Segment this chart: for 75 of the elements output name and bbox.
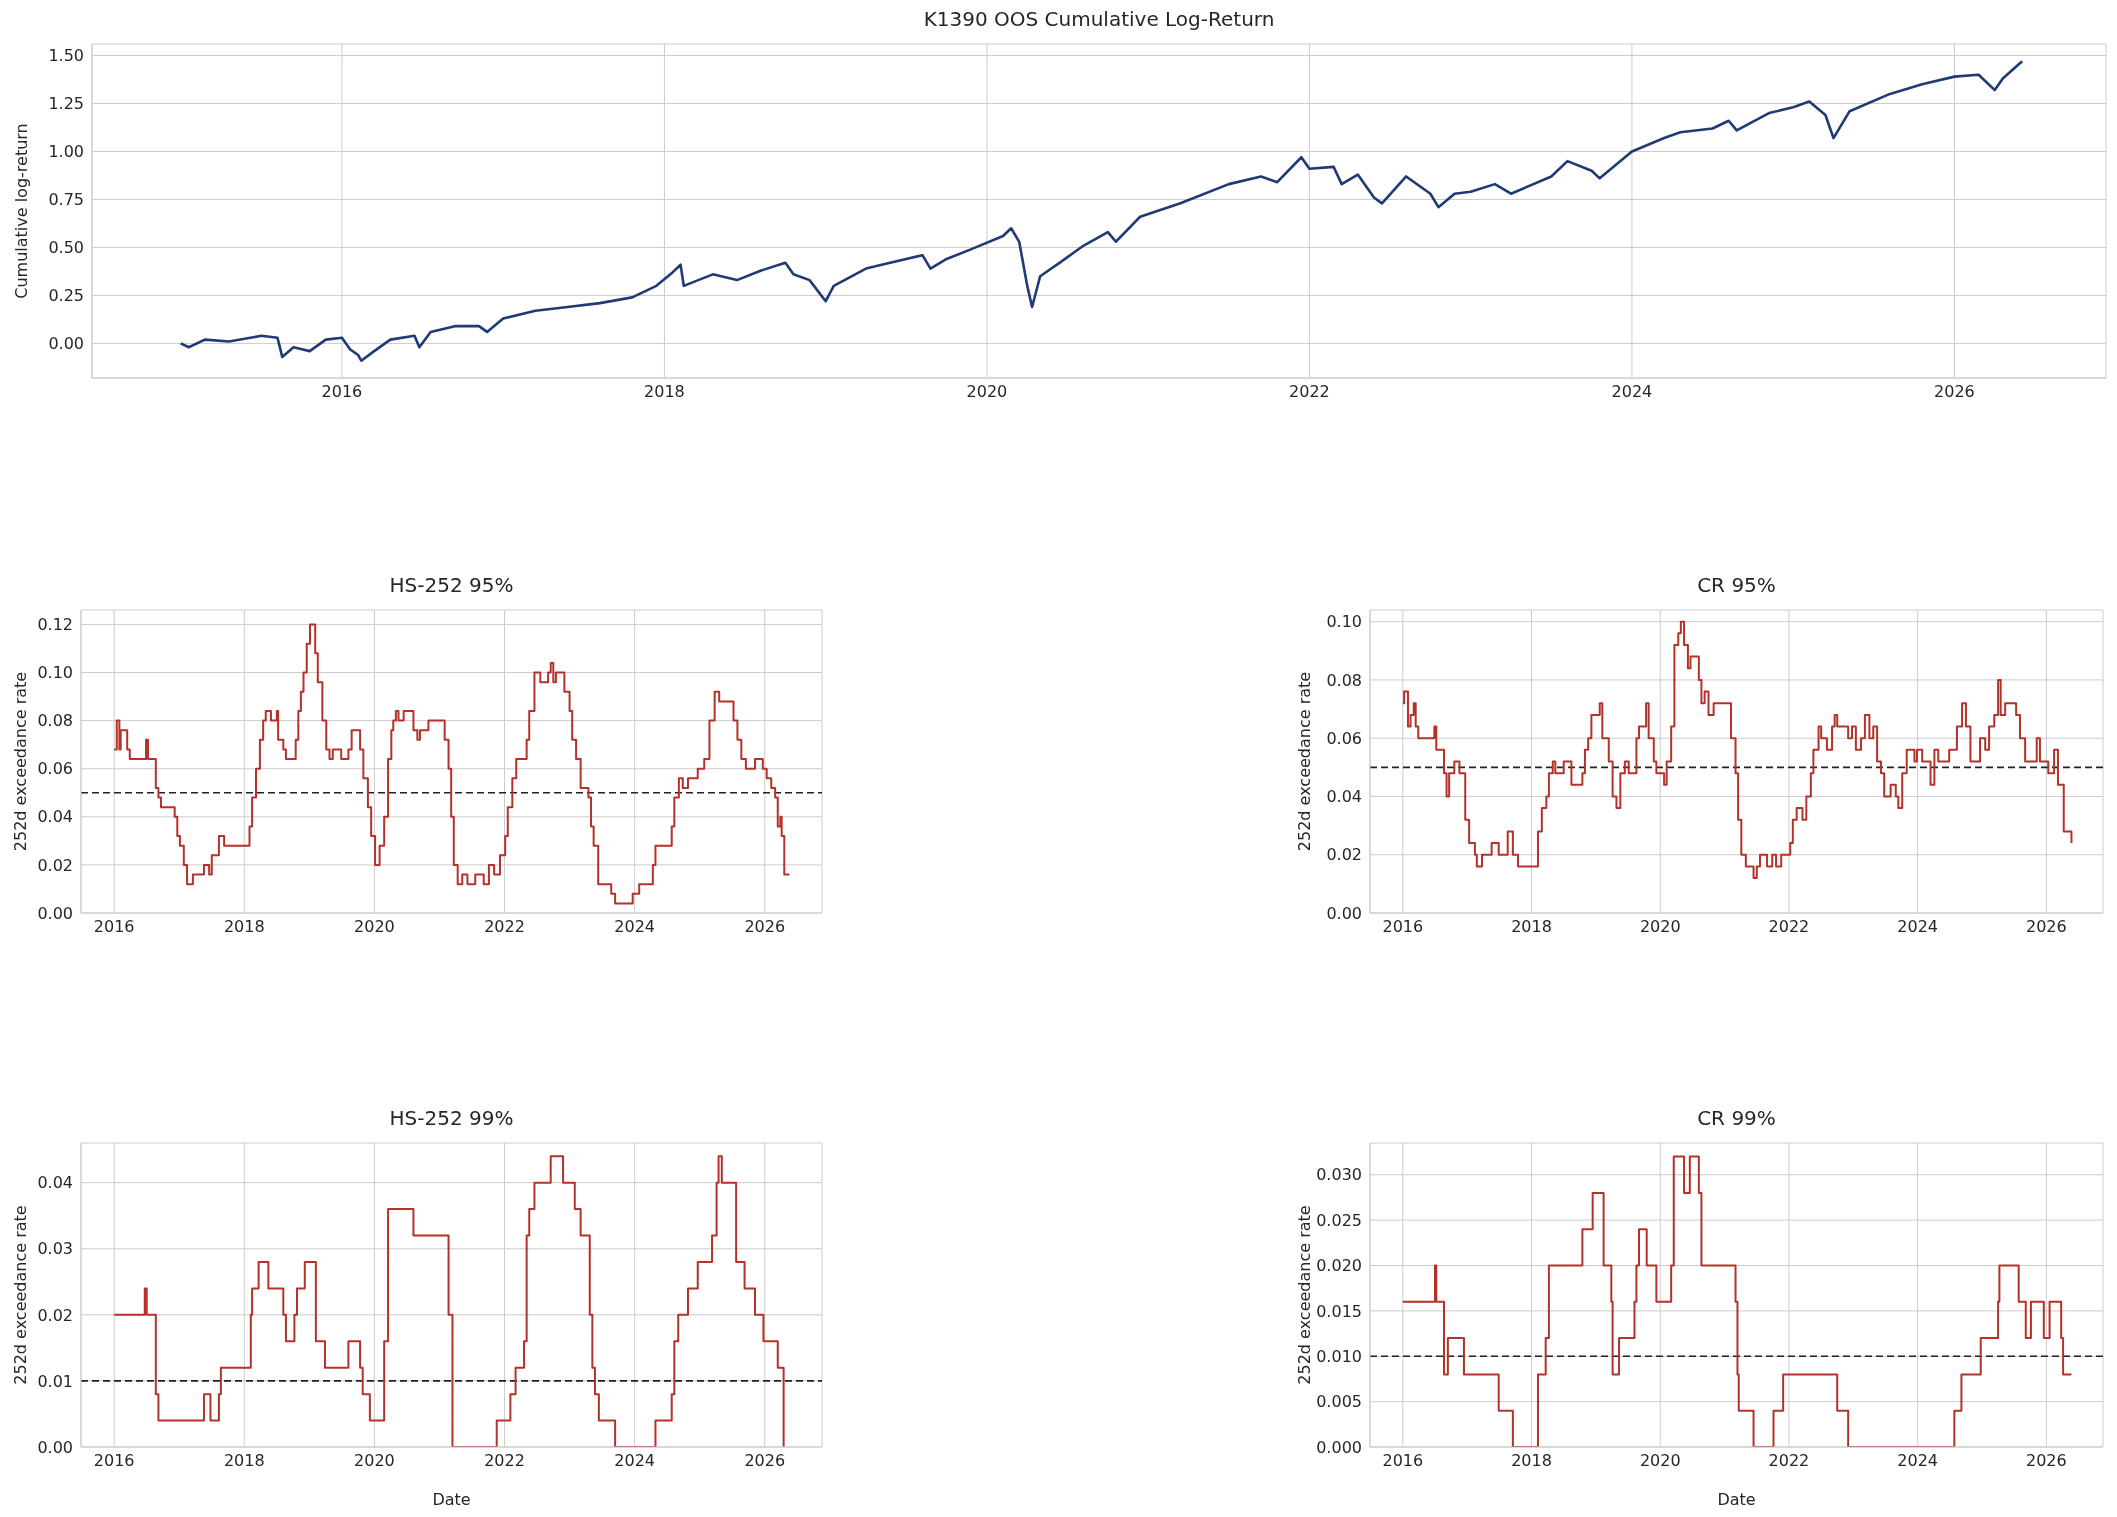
y-axis-title: 252d exceedance rate — [10, 1205, 30, 1385]
y-tick-label: 0.00 — [37, 903, 73, 923]
chart-title: CR 99% — [1696, 1105, 1777, 1132]
x-tick-label: 2018 — [644, 382, 685, 402]
y-tick-label: 0.000 — [1316, 1437, 1362, 1457]
x-tick-label: 2016 — [321, 382, 363, 402]
x-axis-title: Date — [432, 1490, 471, 1509]
x-tick-label: 2016 — [1382, 917, 1424, 937]
y-tick-label: 0.020 — [1316, 1256, 1362, 1276]
x-tick-label: 2020 — [354, 917, 395, 937]
y-tick-label: 0.10 — [37, 663, 73, 683]
y-tick-label: 1.25 — [48, 94, 84, 114]
x-tick-label: 2026 — [2026, 917, 2067, 937]
x-tick-label: 2020 — [1639, 1451, 1681, 1471]
x-tick-label: 2022 — [484, 1451, 525, 1471]
y-tick-label: 0.10 — [1326, 612, 1362, 632]
x-tick-label: 2024 — [1611, 382, 1653, 402]
y-tick-label: 0.01 — [37, 1371, 73, 1391]
y-tick-label: 0.02 — [37, 855, 73, 875]
y-tick-label: 0.25 — [48, 286, 84, 306]
x-tick-label: 2022 — [1768, 1451, 1810, 1471]
y-tick-label: 0.50 — [48, 238, 84, 258]
y-tick-label: 1.50 — [48, 46, 84, 66]
x-tick-label: 2026 — [2026, 1451, 2067, 1471]
x-tick-label: 2020 — [354, 1451, 395, 1471]
x-tick-label: 2026 — [744, 1451, 786, 1471]
y-tick-label: 0.02 — [37, 1305, 73, 1325]
x-tick-label: 2018 — [223, 917, 265, 937]
line-series — [179, 59, 2024, 363]
x-tick-label: 2022 — [484, 917, 525, 937]
chart-title: CR 95% — [1696, 572, 1777, 599]
y-tick-label: 0.08 — [37, 711, 73, 731]
y-tick-label: 0.04 — [1326, 787, 1362, 807]
y-tick-label: 0.030 — [1316, 1165, 1362, 1185]
x-axis-title: Date — [1717, 1490, 1756, 1509]
x-tick-label: 2020 — [966, 382, 1008, 402]
x-tick-label: 2020 — [1639, 917, 1681, 937]
chart-title: HS-252 99% — [388, 1105, 515, 1132]
x-tick-label: 2016 — [1382, 1451, 1424, 1471]
y-tick-label: 0.010 — [1316, 1346, 1362, 1366]
y-tick-label: 0.00 — [1326, 903, 1362, 923]
y-tick-label: 0.08 — [1326, 670, 1362, 690]
y-axis-title: 252d exceedance rate — [1294, 671, 1314, 852]
y-tick-label: 0.06 — [37, 759, 73, 779]
x-tick-label: 2018 — [223, 1451, 265, 1471]
y-tick-label: 0.75 — [48, 190, 84, 210]
y-tick-label: 0.03 — [37, 1239, 73, 1259]
y-tick-label: 0.00 — [48, 334, 84, 354]
x-tick-label: 2018 — [1511, 1451, 1552, 1471]
y-tick-label: 0.00 — [37, 1437, 73, 1457]
y-axis-title: 252d exceedance rate — [1294, 1205, 1314, 1385]
y-tick-label: 0.005 — [1316, 1392, 1362, 1412]
x-tick-label: 2026 — [744, 917, 786, 937]
y-tick-label: 0.06 — [1326, 728, 1362, 748]
x-tick-label: 2026 — [1934, 382, 1975, 402]
y-tick-label: 0.015 — [1316, 1301, 1362, 1321]
y-tick-label: 0.04 — [37, 807, 73, 827]
y-tick-label: 0.12 — [37, 615, 73, 635]
x-tick-label: 2016 — [93, 1451, 135, 1471]
y-tick-label: 0.02 — [1326, 845, 1362, 865]
chart-title: HS-252 95% — [388, 572, 515, 599]
y-axis-title: Cumulative log-return — [11, 123, 31, 299]
x-tick-label: 2022 — [1289, 382, 1330, 402]
y-tick-label: 0.04 — [37, 1173, 73, 1193]
x-tick-label: 2024 — [614, 1451, 655, 1471]
y-axis-title: 252d exceedance rate — [10, 671, 30, 852]
x-tick-label: 2016 — [93, 917, 135, 937]
x-tick-label: 2024 — [1897, 1451, 1939, 1471]
y-tick-label: 0.025 — [1316, 1210, 1362, 1230]
x-tick-label: 2024 — [1897, 917, 1939, 937]
x-tick-label: 2022 — [1768, 917, 1810, 937]
x-tick-label: 2018 — [1511, 917, 1552, 937]
x-tick-label: 2024 — [614, 917, 655, 937]
chart-title: K1390 OOS Cumulative Log-Return — [922, 6, 1276, 33]
y-tick-label: 1.00 — [48, 142, 84, 162]
